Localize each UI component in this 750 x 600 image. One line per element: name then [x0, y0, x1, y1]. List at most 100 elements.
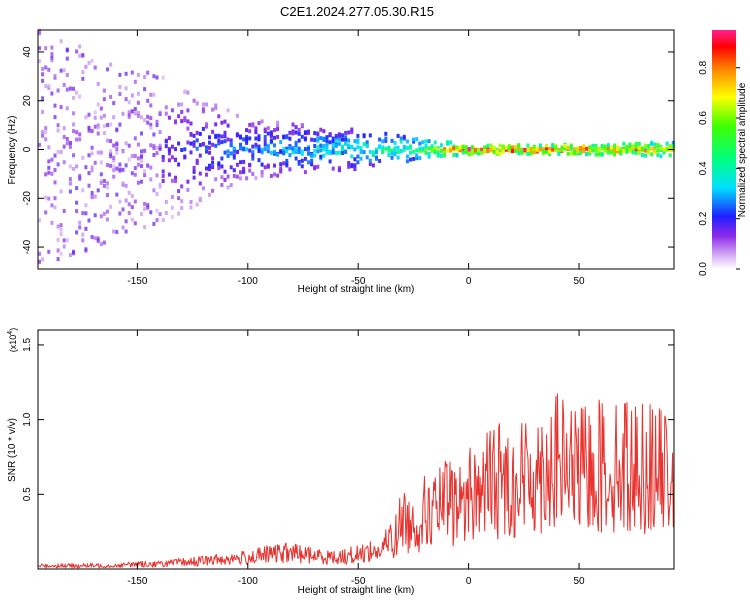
heatmap-cell [263, 134, 267, 139]
heatmap-cell [124, 229, 128, 234]
heatmap-cell [260, 147, 264, 152]
heatmap-cell [72, 122, 75, 127]
heatmap-cell [625, 147, 629, 152]
heatmap-cell [644, 143, 647, 148]
heatmap-cell [189, 150, 193, 155]
heatmap-cell [526, 148, 530, 153]
heatmap-cell [81, 232, 85, 237]
heatmap-cell [254, 136, 258, 141]
heatmap-cell [161, 179, 165, 183]
heatmap-cell [47, 170, 51, 175]
heatmap-cell [322, 144, 326, 149]
heatmap-cell [229, 142, 233, 147]
heatmap-cell [50, 45, 54, 50]
heatmap-cell [313, 148, 317, 153]
heatmap-cell [161, 158, 165, 162]
heatmap-cell [170, 195, 174, 199]
heatmap-cell [245, 128, 249, 133]
heatmap-cell [455, 153, 459, 158]
heatmap-cell [208, 167, 211, 172]
heatmap-cell [344, 141, 348, 146]
heatmap-cell [328, 132, 332, 137]
heatmap-cell [211, 129, 215, 134]
heatmap-cell [430, 144, 434, 149]
heatmap-cell [38, 29, 41, 34]
heatmap-cell [412, 139, 416, 144]
snr-x-ticks: -150 -100 -50 0 50 [127, 330, 585, 587]
heatmap-cell [337, 166, 341, 171]
heatmap-cell [285, 146, 289, 151]
heatmap-cell [47, 165, 51, 170]
spectrogram-x-ticks: -150 -100 -50 0 50 [127, 30, 585, 287]
heatmap-cell [529, 148, 533, 153]
heatmap-cell [155, 123, 159, 127]
heatmap-cell [152, 132, 156, 137]
heatmap-cell [279, 149, 283, 154]
heatmap-cell [177, 141, 181, 146]
heatmap-cell [300, 123, 304, 127]
heatmap-cell [115, 147, 119, 152]
heatmap-cell [480, 150, 484, 155]
heatmap-cell [368, 133, 372, 138]
heatmap-cell [47, 83, 51, 88]
heatmap-cell [167, 147, 171, 152]
heatmap-cell [99, 150, 103, 155]
heatmap-cell [307, 160, 310, 165]
heatmap-cell [266, 144, 270, 149]
heatmap-cell [378, 145, 382, 150]
heatmap-cell [44, 137, 48, 142]
heatmap-cell [557, 151, 561, 156]
heatmap-cell [127, 110, 131, 115]
heatmap-cell [84, 211, 88, 216]
heatmap-cell [59, 251, 63, 256]
heatmap-cell [427, 146, 431, 151]
heatmap-cell [232, 155, 236, 160]
heatmap-cell [170, 178, 174, 183]
heatmap-cell [99, 242, 103, 247]
heatmap-cell [248, 162, 252, 167]
heatmap-cell [273, 172, 276, 177]
heatmap-cell [526, 152, 530, 156]
heatmap-cell [59, 39, 63, 44]
heatmap-cell [121, 207, 125, 212]
heatmap-cell [344, 138, 348, 142]
heatmap-cell [585, 146, 589, 151]
heatmap-cell [87, 153, 91, 158]
heatmap-cell [38, 259, 41, 264]
heatmap-cell [344, 135, 348, 140]
heatmap-cell [619, 150, 623, 155]
heatmap-cell [96, 188, 100, 193]
heatmap-cell [341, 133, 344, 138]
heatmap-cell [396, 133, 400, 138]
heatmap-cell [319, 154, 323, 159]
heatmap-cell [130, 194, 134, 198]
heatmap-cell [214, 122, 218, 127]
heatmap-cell [177, 102, 181, 107]
heatmap-cell [319, 127, 323, 132]
heatmap-cell [78, 174, 82, 179]
heatmap-cell [78, 137, 82, 142]
heatmap-cell [130, 217, 134, 222]
heatmap-cell [84, 115, 88, 120]
heatmap-cell [167, 172, 171, 177]
heatmap-cell [381, 139, 385, 144]
heatmap-cell [87, 183, 91, 188]
heatmap-cell [62, 144, 66, 149]
heatmap-cell [84, 247, 88, 252]
heatmap-cell [297, 146, 301, 151]
heatmap-cell [223, 169, 227, 174]
heatmap-cell [124, 86, 128, 91]
heatmap-cell [186, 108, 190, 113]
heatmap-cell [133, 172, 137, 177]
heatmap-cell [192, 143, 196, 148]
heatmap-cell [106, 185, 109, 190]
heatmap-cell [331, 139, 335, 144]
heatmap-cell [72, 251, 75, 256]
heatmap-cell [350, 127, 354, 132]
heatmap-cell [65, 56, 69, 61]
heatmap-cell [588, 145, 592, 150]
heatmap-cell [269, 174, 273, 178]
heatmap-cell [205, 102, 208, 107]
heatmap-cell [569, 145, 573, 150]
heatmap-cell [133, 154, 137, 158]
